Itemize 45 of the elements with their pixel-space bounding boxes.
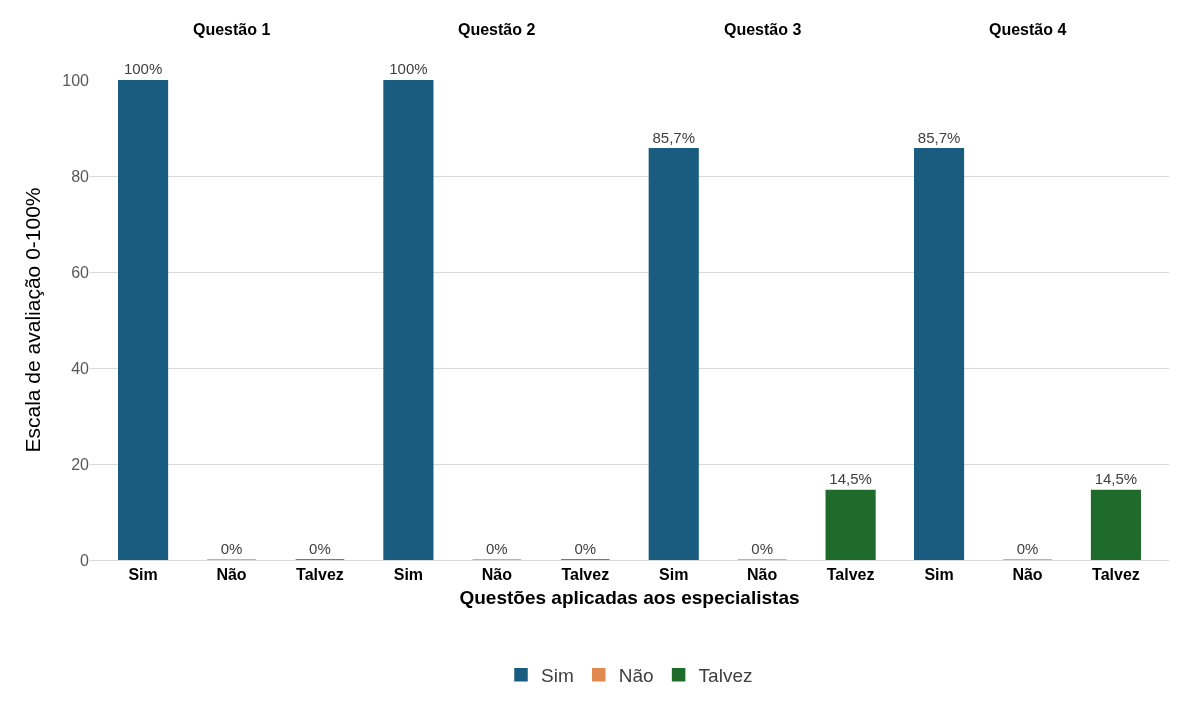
data-label: 100% xyxy=(389,60,428,77)
legend-label: Talvez xyxy=(698,665,753,687)
x-axis-title: Questões aplicadas aos especialistas xyxy=(459,587,800,608)
data-label: 85,7% xyxy=(917,128,961,146)
data-label: 0% xyxy=(485,540,508,557)
x-tick-label: Talvez xyxy=(1092,566,1140,584)
x-tick-label: Talvez xyxy=(296,566,344,584)
y-tick-label: 60 xyxy=(71,263,90,281)
bar xyxy=(913,147,965,560)
bar xyxy=(825,489,876,560)
data-label: 85,7% xyxy=(652,128,695,146)
x-tick-label: Não xyxy=(1012,566,1043,584)
text: Questão 1 xyxy=(193,21,271,38)
x-tick-label: Sim xyxy=(659,566,689,584)
data-label: 100% xyxy=(123,60,163,77)
x-tick-label: Sim xyxy=(924,566,954,584)
data-label: 0% xyxy=(1016,540,1039,557)
x-tick-label: Sim xyxy=(128,566,158,584)
bar xyxy=(383,80,434,560)
x-tick-label: Sim xyxy=(393,566,424,584)
x-tick-label: Não xyxy=(747,566,778,584)
text: Questão 3 xyxy=(724,21,802,38)
x-tick-label: Talvez xyxy=(561,566,610,584)
data-label: 0% xyxy=(574,540,597,557)
text: Questão 4 xyxy=(989,21,1067,38)
bar xyxy=(1090,489,1142,560)
data-label: 14,5% xyxy=(1094,470,1138,488)
legend-label: Sim xyxy=(541,665,574,687)
data-label: 0% xyxy=(309,540,331,557)
legend-label: Não xyxy=(618,665,654,687)
data-label: 14,5% xyxy=(829,470,872,488)
x-tick-label: Não xyxy=(216,566,247,584)
text: Questão 2 xyxy=(458,21,536,38)
x-tick-label: Talvez xyxy=(826,566,875,584)
x-tick-label: Não xyxy=(481,566,513,584)
y-tick-label: 80 xyxy=(71,167,90,185)
y-axis-title: Escala de avaliação 0-100% xyxy=(21,187,45,453)
y-tick-label: 20 xyxy=(71,455,90,473)
bar xyxy=(648,147,699,560)
data-label: 0% xyxy=(751,540,774,557)
bar xyxy=(117,80,169,560)
y-tick-label: 40 xyxy=(71,359,90,377)
data-label: 0% xyxy=(220,540,243,557)
y-tick-label: 100 xyxy=(62,71,90,89)
y-tick-label: 0 xyxy=(80,551,90,569)
